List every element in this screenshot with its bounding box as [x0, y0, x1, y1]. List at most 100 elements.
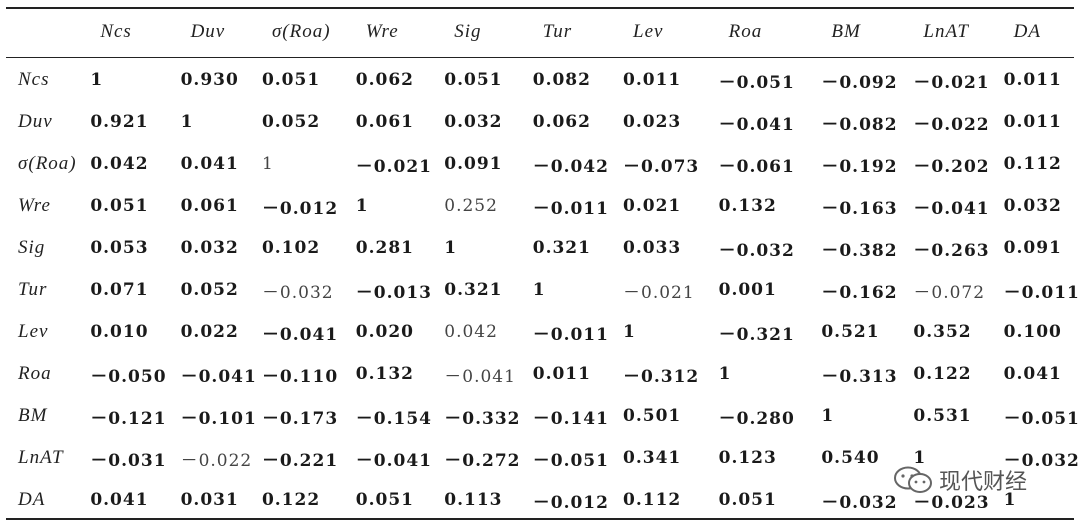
table-cell: 0.032 — [444, 112, 503, 132]
table-cell: 0.051 — [444, 70, 503, 90]
table-cell: 0.132 — [355, 364, 414, 384]
row-label: Lev — [18, 321, 49, 342]
table-cell: 0.051 — [261, 70, 321, 90]
table-cell: 0.112 — [1003, 154, 1062, 174]
header-corner — [6, 9, 90, 55]
table-cell: －0.041 — [913, 198, 990, 219]
table-cell: －0.012 — [532, 492, 609, 513]
table-cell: 1 — [913, 448, 927, 468]
table-cell: －0.041 — [355, 450, 432, 471]
table-cell: －0.011 — [1003, 282, 1080, 303]
table-cell: 0.930 — [180, 70, 239, 90]
table-cell: 0.052 — [261, 112, 321, 132]
table-cell: 0.001 — [718, 280, 777, 300]
table-cell: －0.032 — [821, 492, 898, 513]
column-header: σ(Roa) — [271, 21, 331, 42]
table-cell: －0.101 — [180, 408, 257, 429]
table-header-row: Ncs Duv σ(Roa) Wre Sig Tur Lev Roa BM LnAT DA — [6, 9, 1080, 55]
table-cell: 0.051 — [718, 490, 777, 510]
table-cell: 0.061 — [180, 196, 239, 216]
table-cell: 1 — [1003, 490, 1017, 510]
table-top-rule — [6, 7, 1074, 9]
table-cell: 0.062 — [532, 112, 591, 132]
table-cell: －0.013 — [355, 282, 432, 303]
table-cell: 0.321 — [532, 238, 591, 258]
column-header: Sig — [454, 21, 482, 42]
table-cell: －0.073 — [623, 156, 700, 177]
table-cell: －0.082 — [821, 114, 898, 135]
table-cell: 0.042 — [444, 322, 498, 342]
table-cell: 0.042 — [90, 154, 149, 174]
table-cell: 0.071 — [90, 280, 149, 300]
table-row: Lev 0.010 0.022 －0.041 0.020 0.042 －0.011 1 －0.3… — [6, 311, 1080, 353]
table-cell: －0.022 — [180, 450, 253, 471]
table-cell: 0.022 — [180, 322, 239, 342]
table-cell: 0.921 — [90, 112, 149, 132]
table-cell: －0.263 — [913, 240, 990, 261]
table-cell: 1 — [444, 238, 458, 258]
table-cell: 0.082 — [532, 70, 591, 90]
table-cell: 0.132 — [718, 196, 777, 216]
column-header: LnAT — [923, 21, 969, 42]
table-row: LnAT －0.031 －0.022 －0.221 －0.041 －0.272 －0.051… — [6, 437, 1080, 479]
table-cell: 0.501 — [623, 406, 682, 426]
column-header: BM — [831, 21, 861, 42]
table-row: Roa －0.050 －0.041 －0.110 0.132 －0.041 0.011 －0.… — [6, 353, 1080, 395]
table-row: Wre 0.051 0.061 －0.012 1 0.252 －0.011 0.021 0.13… — [6, 185, 1080, 227]
table-cell: 0.540 — [821, 448, 880, 468]
table-cell: －0.072 — [913, 282, 986, 303]
table-row: Duv 0.921 1 0.052 0.061 0.032 0.062 0.023 －0.041… — [6, 101, 1080, 143]
column-header: Duv — [190, 21, 226, 42]
table-header-rule — [6, 57, 1074, 58]
correlation-table: Ncs Duv σ(Roa) Wre Sig Tur Lev Roa BM LnAT DA Ncs 1… — [6, 9, 1080, 521]
table-cell: 0.011 — [1003, 70, 1062, 90]
table-cell: －0.061 — [718, 156, 795, 177]
table-cell: 1 — [180, 112, 194, 132]
table-cell: －0.321 — [718, 324, 795, 345]
table-cell: －0.032 — [718, 240, 795, 261]
table-cell: 0.021 — [623, 196, 682, 216]
table-cell: －0.051 — [1003, 408, 1080, 429]
table-cell: 0.041 — [90, 490, 149, 510]
table-cell: －0.110 — [261, 366, 339, 387]
table-cell: －0.050 — [90, 366, 167, 387]
table-cell: 0.032 — [1003, 196, 1062, 216]
table-cell: 0.053 — [90, 238, 149, 258]
table-cell: 0.252 — [444, 196, 498, 216]
table-cell: 1 — [623, 322, 636, 342]
column-header: Lev — [633, 21, 664, 42]
table-cell: 0.281 — [355, 238, 414, 258]
table-cell: 1 — [532, 280, 546, 300]
table-cell: 0.531 — [913, 406, 972, 426]
table-cell: 0.041 — [180, 154, 239, 174]
table-cell: 1 — [261, 154, 274, 174]
table-cell: －0.092 — [821, 72, 898, 93]
table-cell: －0.121 — [90, 408, 167, 429]
table-cell: 0.062 — [355, 70, 414, 90]
column-header: DA — [1013, 21, 1041, 42]
table-cell: －0.382 — [821, 240, 898, 261]
column-header: Wre — [365, 21, 399, 42]
table-cell: 0.123 — [718, 448, 777, 468]
table-cell: 0.091 — [444, 154, 503, 174]
wechat-icon — [894, 466, 932, 493]
table-cell: －0.022 — [913, 114, 990, 135]
table-cell: －0.192 — [821, 156, 898, 177]
table-cell: 0.321 — [444, 280, 503, 300]
table-cell: －0.332 — [444, 408, 521, 429]
row-label: Wre — [18, 195, 51, 216]
table-cell: 0.011 — [532, 364, 591, 384]
table-cell: －0.202 — [913, 156, 990, 177]
table-cell: 0.020 — [355, 322, 414, 342]
table-cell: －0.141 — [532, 408, 609, 429]
table-cell: －0.221 — [261, 450, 339, 471]
table-cell: 0.023 — [623, 112, 682, 132]
table-cell: －0.021 — [355, 156, 432, 177]
table-cell: 0.091 — [1003, 238, 1062, 258]
table-cell: 0.122 — [261, 490, 321, 510]
column-header: Tur — [542, 21, 573, 42]
table-cell: －0.041 — [718, 114, 795, 135]
table-cell: －0.041 — [180, 366, 257, 387]
table-cell: －0.042 — [532, 156, 609, 177]
